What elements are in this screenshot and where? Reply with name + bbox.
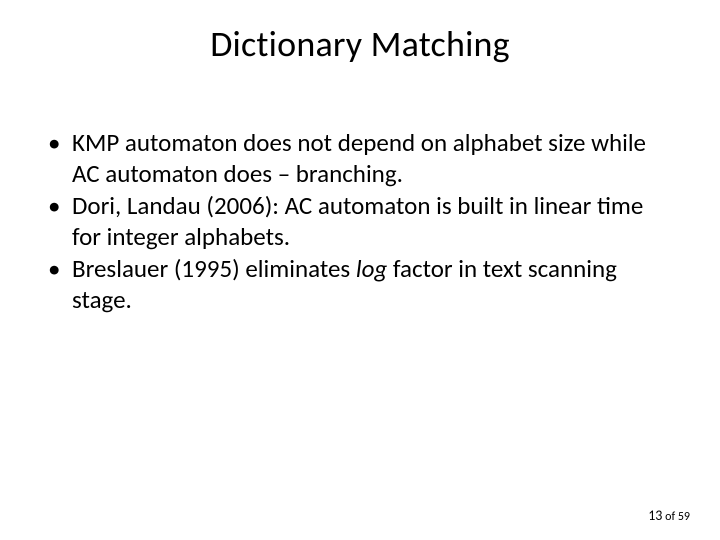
list-item: Breslauer (1995) eliminates log factor i… xyxy=(44,254,676,315)
bullet-text: KMP automaton does not depend on alphabe… xyxy=(72,127,646,189)
bullet-em: log xyxy=(356,253,387,284)
bullet-text: Dori, Landau (2006): AC automaton is bui… xyxy=(72,190,643,252)
page-sep: of xyxy=(662,510,677,524)
slide: Dictionary Matching KMP automaton does n… xyxy=(0,0,720,540)
slide-title: Dictionary Matching xyxy=(0,22,720,66)
page-current: 13 xyxy=(648,507,662,524)
page-number: 13 of 59 xyxy=(648,507,690,524)
list-item: KMP automaton does not depend on alphabe… xyxy=(44,128,676,189)
bullet-list: KMP automaton does not depend on alphabe… xyxy=(44,128,676,315)
page-total: 59 xyxy=(678,510,690,524)
slide-body: KMP automaton does not depend on alphabe… xyxy=(44,128,676,317)
bullet-text: Breslauer (1995) eliminates xyxy=(72,253,356,284)
list-item: Dori, Landau (2006): AC automaton is bui… xyxy=(44,191,676,252)
